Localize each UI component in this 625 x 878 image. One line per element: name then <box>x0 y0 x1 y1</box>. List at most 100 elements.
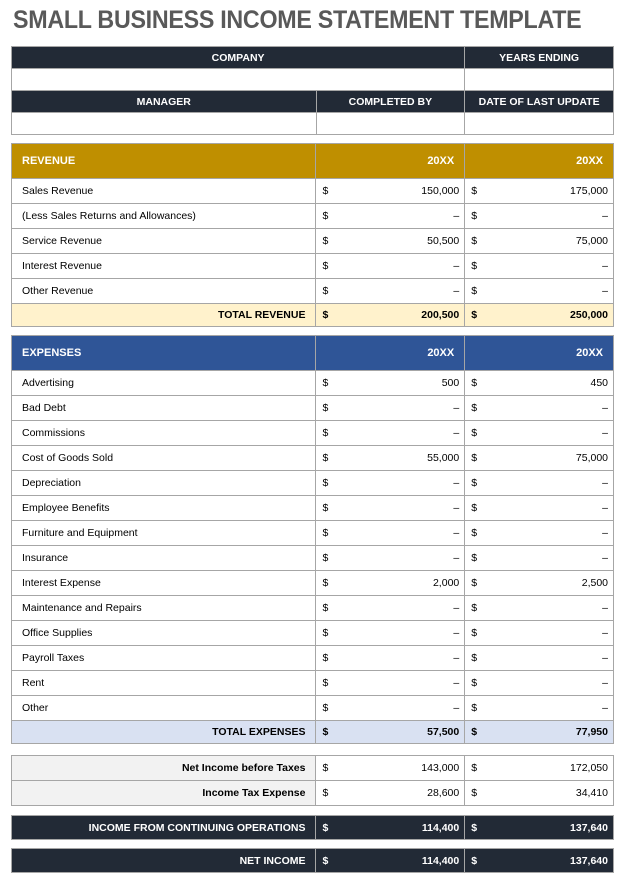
currency-symbol: $ <box>471 552 478 564</box>
completed-by-field[interactable] <box>317 113 466 134</box>
amount: – <box>453 285 460 297</box>
currency-symbol: $ <box>322 309 329 321</box>
year1-value[interactable]: $ – <box>316 671 466 695</box>
currency-symbol: $ <box>322 285 329 297</box>
year1-value[interactable]: $55,000 <box>316 446 466 470</box>
currency-symbol: $ <box>471 602 478 614</box>
amount: – <box>602 677 609 689</box>
amount: 250,000 <box>570 309 608 321</box>
summary-row: Net Income before Taxes $143,000 $172,050 <box>12 756 613 781</box>
currency-symbol: $ <box>322 427 329 439</box>
year1-value[interactable]: $ – <box>316 696 466 720</box>
year1-value[interactable]: $ – <box>316 646 466 670</box>
revenue-row: Interest Revenue $ – $ – <box>12 254 613 279</box>
year2-value[interactable]: $137,640 <box>465 816 613 839</box>
year2-value[interactable]: $ – <box>465 254 613 278</box>
row-label: Interest Revenue <box>12 254 317 278</box>
year2-value[interactable]: $ – <box>465 496 613 520</box>
year2-value[interactable]: $250,000 <box>465 304 613 326</box>
year2-value[interactable]: $172,050 <box>465 756 613 780</box>
year2-value[interactable]: $ – <box>465 204 613 228</box>
company-field[interactable] <box>12 69 466 90</box>
year2-value[interactable]: $75,000 <box>465 229 613 253</box>
amount: 150,000 <box>421 185 460 197</box>
year1-value[interactable]: $28,600 <box>316 781 466 805</box>
summary-row: Income Tax Expense $28,600 $34,410 <box>12 781 613 806</box>
currency-symbol: $ <box>471 427 478 439</box>
manager-field[interactable] <box>12 113 317 134</box>
year1-value[interactable]: $200,500 <box>316 304 466 326</box>
year1-value[interactable]: $50,500 <box>316 229 466 253</box>
year1-value[interactable]: $ – <box>316 496 466 520</box>
currency-symbol: $ <box>471 627 478 639</box>
year1-value[interactable]: $ – <box>316 546 466 570</box>
year2-value[interactable]: $34,410 <box>465 781 613 805</box>
year1-value[interactable]: $ – <box>316 396 466 420</box>
year2-value[interactable]: $ – <box>465 596 613 620</box>
expenses-row: Interest Expense $2,000 $2,500 <box>12 571 613 596</box>
amount: – <box>602 402 609 414</box>
year2-value[interactable]: $ – <box>465 696 613 720</box>
years-ending-field[interactable] <box>465 69 613 90</box>
year2-value[interactable]: $137,640 <box>465 849 613 872</box>
year1-value[interactable]: $500 <box>316 371 466 395</box>
row-label: Interest Expense <box>12 571 317 595</box>
year1-value[interactable]: $ – <box>316 204 466 228</box>
amount: 57,500 <box>427 726 460 738</box>
amount: – <box>602 602 609 614</box>
year2-value[interactable]: $ – <box>465 471 613 495</box>
year2-value[interactable]: $ – <box>465 396 613 420</box>
year1-value[interactable]: $150,000 <box>316 179 466 203</box>
amount: – <box>602 502 609 514</box>
revenue-row: Service Revenue $50,500 $75,000 <box>12 229 613 254</box>
currency-symbol: $ <box>322 627 329 639</box>
year1-value[interactable]: $114,400 <box>316 849 466 872</box>
year1-value[interactable]: $114,400 <box>316 816 466 839</box>
year2-value[interactable]: $ – <box>465 521 613 545</box>
year1-value[interactable]: $57,500 <box>316 721 466 743</box>
date-of-last-update-field[interactable] <box>465 113 613 134</box>
net-income-table: NET INCOME $114,400 $137,640 <box>11 848 614 873</box>
row-label: TOTAL REVENUE <box>12 304 317 326</box>
amount: 114,400 <box>421 854 460 867</box>
year2-value[interactable]: $2,500 <box>465 571 613 595</box>
currency-symbol: $ <box>322 502 329 514</box>
year1-value[interactable]: $ – <box>316 596 466 620</box>
amount: – <box>453 402 460 414</box>
year1-value[interactable]: $ – <box>316 421 466 445</box>
year2-value[interactable]: $77,950 <box>465 721 613 743</box>
year1-value[interactable]: $2,000 <box>316 571 466 595</box>
year2-value[interactable]: $ – <box>465 421 613 445</box>
currency-symbol: $ <box>322 762 329 774</box>
year2-header: 20XX <box>576 347 603 359</box>
year1-value[interactable]: $ – <box>316 621 466 645</box>
year2-value[interactable]: $ – <box>465 279 613 303</box>
year1-value[interactable]: $ – <box>316 254 466 278</box>
year1-value[interactable]: $ – <box>316 471 466 495</box>
currency-symbol: $ <box>322 552 329 564</box>
row-label: Depreciation <box>12 471 317 495</box>
year2-value[interactable]: $ – <box>465 621 613 645</box>
year2-value[interactable]: $ – <box>465 546 613 570</box>
amount: – <box>602 260 609 272</box>
row-label: Sales Revenue <box>12 179 317 203</box>
year2-value[interactable]: $ – <box>465 671 613 695</box>
year2-value[interactable]: $175,000 <box>465 179 613 203</box>
year1-value[interactable]: $ – <box>316 279 466 303</box>
expenses-row: Commissions $ – $ – <box>12 421 613 446</box>
currency-symbol: $ <box>322 477 329 489</box>
year2-value[interactable]: $ – <box>465 646 613 670</box>
row-label: Service Revenue <box>12 229 317 253</box>
year1-value[interactable]: $143,000 <box>316 756 466 780</box>
completed-by-header: COMPLETED BY <box>317 91 466 112</box>
year2-value[interactable]: $75,000 <box>465 446 613 470</box>
year1-value[interactable]: $ – <box>316 521 466 545</box>
total-revenue-row: TOTAL REVENUE $200,500 $250,000 <box>12 304 613 327</box>
amount: – <box>453 502 460 514</box>
currency-symbol: $ <box>322 577 329 589</box>
currency-symbol: $ <box>322 402 329 414</box>
currency-symbol: $ <box>471 452 478 464</box>
year2-value[interactable]: $450 <box>465 371 613 395</box>
expenses-row: Rent $ – $ – <box>12 671 613 696</box>
currency-symbol: $ <box>322 602 329 614</box>
